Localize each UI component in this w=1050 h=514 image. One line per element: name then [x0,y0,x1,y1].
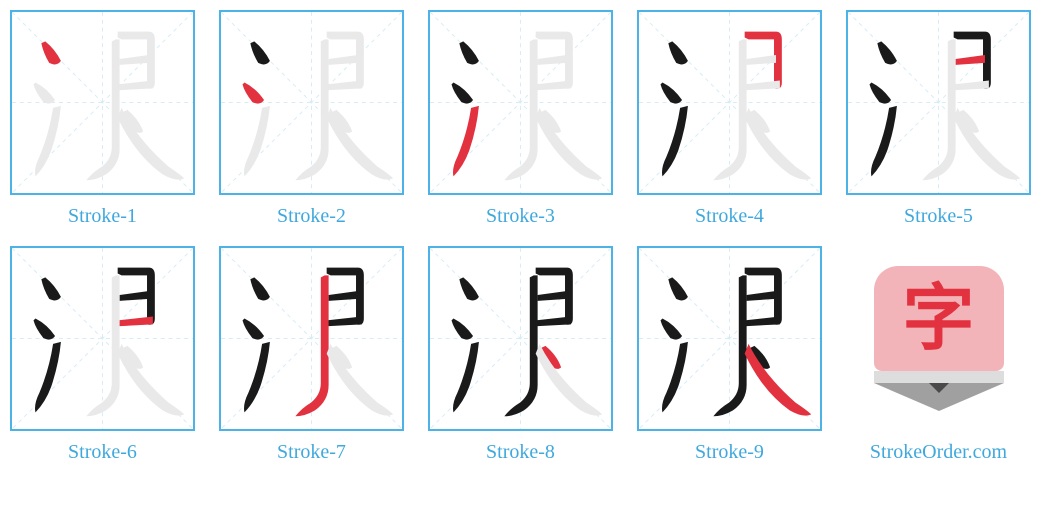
stroke-2 [661,318,683,339]
stroke-cell-6: Stroke-6 [10,246,195,464]
stroke-cell-5: Stroke-5 [846,10,1031,228]
stroke-1 [41,277,61,300]
stroke-2 [870,82,892,103]
pencil-lead-icon [929,383,949,393]
stroke-3 [453,342,479,412]
stroke-cell-7: Stroke-7 [219,246,404,464]
logo-char: 字 [902,283,974,355]
stroke-6 [118,316,153,326]
stroke-caption: Stroke-5 [904,205,973,228]
stroke-2 [661,82,683,103]
stroke-5 [956,55,985,65]
stroke-6 [954,80,989,90]
stroke-cell-3: Stroke-3 [428,10,613,228]
stroke-2 [452,82,474,103]
stroke-3 [871,106,897,176]
stroke-5 [120,291,149,301]
stroke-cell-1: Stroke-1 [10,10,195,228]
stroke-cell-4: Stroke-4 [637,10,822,228]
stroke-box [637,10,822,195]
stroke-box [219,10,404,195]
stroke-2 [34,82,56,103]
stroke-3 [35,342,61,412]
stroke-7 [713,39,746,180]
stroke-1 [668,41,688,64]
stroke-7 [504,275,537,416]
stroke-1 [250,277,270,300]
stroke-5 [747,291,776,301]
stroke-caption: Stroke-2 [277,205,346,228]
stroke-box [10,246,195,431]
stroke-5 [747,55,776,65]
stroke-5 [329,291,358,301]
stroke-caption: Stroke-1 [68,205,137,228]
stroke-box [428,10,613,195]
stroke-2 [34,318,56,339]
stroke-box [219,246,404,431]
stroke-5 [120,55,149,65]
stroke-2 [452,318,474,339]
stroke-grid: Stroke-1 Stroke-2 Stroke-3 [10,10,1040,464]
stroke-7 [713,275,746,416]
stroke-caption: Stroke-3 [486,205,555,228]
stroke-7 [295,275,328,416]
stroke-cell-9: Stroke-9 [637,246,822,464]
stroke-7 [504,39,537,180]
stroke-6 [745,80,780,90]
stroke-6 [327,316,362,326]
stroke-caption: Stroke-9 [695,441,764,464]
logo-badge: 字 [874,266,1004,371]
stroke-7 [86,275,119,416]
stroke-1 [877,41,897,64]
stroke-caption: Stroke-4 [695,205,764,228]
stroke-7 [86,39,119,180]
stroke-caption: Stroke-8 [486,441,555,464]
stroke-box [637,246,822,431]
stroke-3 [662,106,688,176]
stroke-1 [459,277,479,300]
site-name: StrokeOrder.com [870,441,1007,464]
stroke-3 [244,106,270,176]
stroke-2 [243,82,265,103]
stroke-box [846,10,1031,195]
pencil-tip-icon [874,383,1004,411]
pencil-body-icon [874,371,1004,383]
stroke-3 [453,106,479,176]
stroke-6 [745,316,780,326]
stroke-7 [295,39,328,180]
stroke-caption: Stroke-7 [277,441,346,464]
stroke-5 [329,55,358,65]
stroke-6 [536,316,571,326]
stroke-box [428,246,613,431]
stroke-3 [35,106,61,176]
stroke-box [10,10,195,195]
stroke-1 [250,41,270,64]
stroke-caption: Stroke-6 [68,441,137,464]
stroke-2 [243,318,265,339]
stroke-7 [922,39,955,180]
stroke-6 [536,80,571,90]
stroke-5 [538,55,567,65]
stroke-6 [327,80,362,90]
stroke-1 [668,277,688,300]
stroke-1 [459,41,479,64]
stroke-1 [41,41,61,64]
stroke-5 [538,291,567,301]
logo-cell: 字 StrokeOrder.com [846,246,1031,464]
site-logo: 字 [846,246,1031,431]
stroke-cell-8: Stroke-8 [428,246,613,464]
stroke-cell-2: Stroke-2 [219,10,404,228]
stroke-3 [662,342,688,412]
stroke-6 [118,80,153,90]
stroke-3 [244,342,270,412]
